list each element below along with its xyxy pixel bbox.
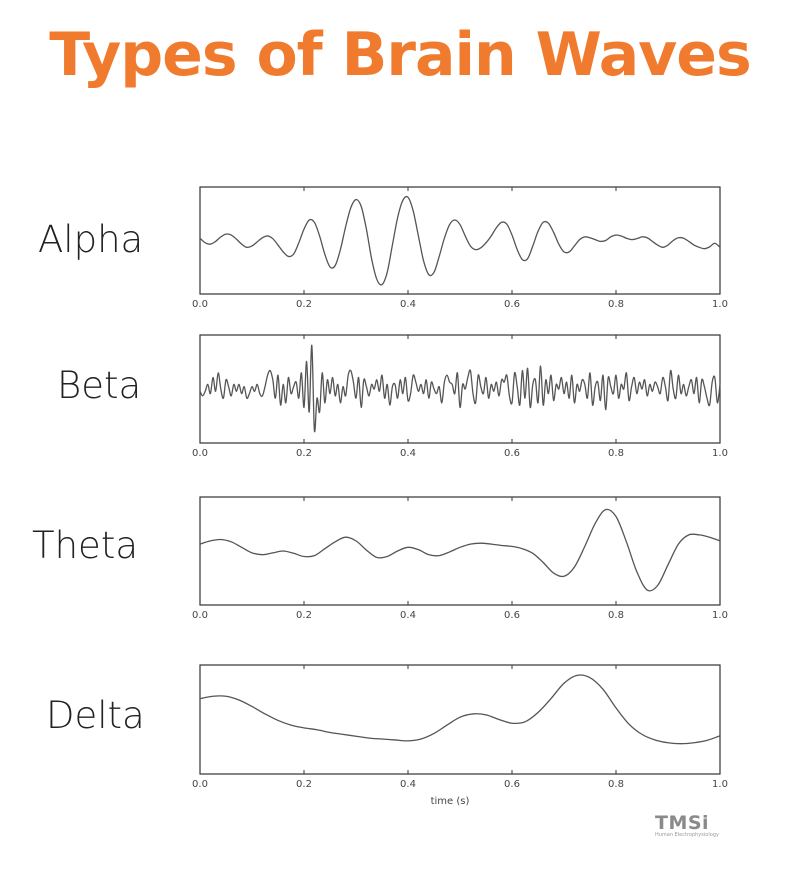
x-tick-label: 1.0: [712, 610, 728, 621]
x-tick-label: 1.0: [712, 779, 728, 790]
x-axis-label: time (s): [430, 796, 470, 807]
panel-beta: 0.0 0.2 0.4 0.6 0.8 1.0: [192, 334, 728, 459]
x-tick-label: 0.4: [400, 610, 416, 621]
beta-wave-line: [199, 344, 721, 433]
x-tick-label: 1.0: [712, 448, 728, 459]
x-tick-label: 0.2: [296, 779, 312, 790]
delta-wave-line: [199, 674, 721, 745]
theta-wave-line: [199, 508, 721, 592]
panel-delta: 0.0 0.2 0.4 0.6 0.8 1.0: [192, 664, 728, 790]
x-tick-label: 0.0: [192, 610, 208, 621]
panel-alpha: 0.0 0.2 0.4 0.6 0.8 1.0: [192, 186, 728, 310]
theta-label: Theta: [32, 524, 138, 567]
x-tick-label: 0.6: [504, 299, 520, 310]
x-tick-label: 0.4: [400, 299, 416, 310]
plot-frame: [199, 186, 721, 295]
x-tick-label: 0.4: [400, 448, 416, 459]
x-tick-label: 0.8: [608, 610, 624, 621]
x-tick-label: 0.8: [608, 448, 624, 459]
x-tick-label: 1.0: [712, 299, 728, 310]
x-tick-label: 0.0: [192, 299, 208, 310]
x-tick-label: 0.6: [504, 779, 520, 790]
panel-theta: 0.0 0.2 0.4 0.6 0.8 1.0: [192, 496, 728, 621]
x-tick-label: 0.8: [608, 299, 624, 310]
x-tick-label: 0.6: [504, 610, 520, 621]
alpha-label: Alpha: [38, 218, 144, 261]
x-tick-label: 0.4: [400, 779, 416, 790]
plot-frame: [199, 496, 721, 606]
tmsi-logo: TMSi Human Electrophysiology: [655, 812, 745, 838]
x-tick-label: 0.0: [192, 448, 208, 459]
plot-frame: [199, 664, 721, 775]
x-tick-label: 0.2: [296, 610, 312, 621]
x-tick-label: 0.2: [296, 299, 312, 310]
beta-label: Beta: [57, 364, 142, 407]
x-tick-label: 0.6: [504, 448, 520, 459]
logo-name: TMSi: [655, 812, 710, 834]
delta-label: Delta: [46, 694, 145, 737]
x-tick-label: 0.2: [296, 448, 312, 459]
page-title: Types of Brain Waves: [49, 20, 751, 90]
x-tick-label: 0.0: [192, 779, 208, 790]
x-tick-label: 0.8: [608, 779, 624, 790]
alpha-wave-line: [199, 195, 721, 286]
logo-tagline: Human Electrophysiology: [655, 832, 719, 838]
